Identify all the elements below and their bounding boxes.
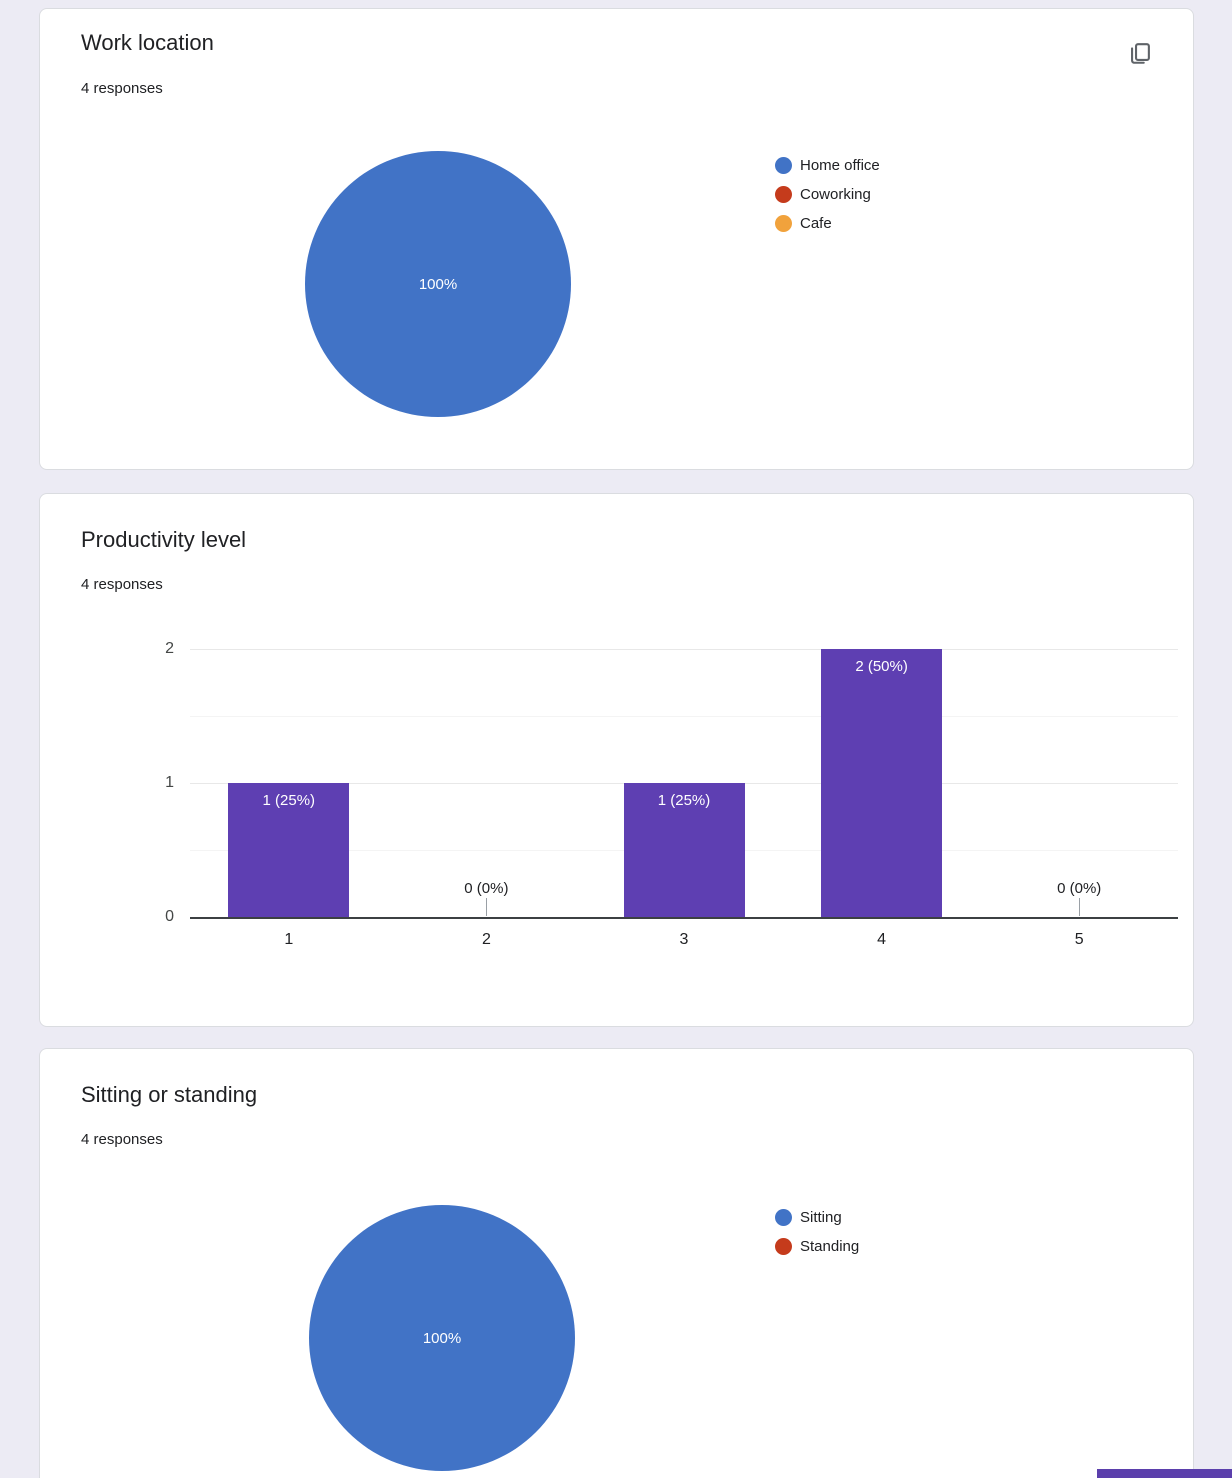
legend-item: Coworking [775, 180, 880, 209]
x-axis-tick-label: 1 [284, 931, 294, 948]
gridline [190, 649, 1178, 650]
legend-label: Sitting [800, 1209, 842, 1226]
question-card-work-location: Work location 4 responses 100% Home offi… [39, 8, 1194, 470]
question-card-sitting-or-standing: Sitting or standing 4 responses 100% Sit… [39, 1048, 1194, 1478]
bar-value-label: 2 (50%) [855, 658, 908, 675]
question-title: Productivity level [81, 527, 247, 552]
legend-color-dot [775, 186, 792, 203]
x-axis-tick-label: 2 [481, 931, 491, 948]
question-card-productivity-level: Productivity level 4 responses 0 1 2 1 (25%… [39, 493, 1194, 1027]
question-title: Sitting or standing [81, 1082, 258, 1107]
legend-item: Standing [775, 1232, 859, 1261]
x-axis-tick-label: 3 [679, 931, 689, 948]
bar-value-label: 1 (25%) [657, 792, 711, 809]
legend-color-dot [775, 215, 792, 232]
legend-label: Cafe [800, 215, 832, 232]
copy-icon [1126, 42, 1154, 71]
question-title: Work location [81, 30, 214, 55]
bar [623, 783, 745, 917]
legend-color-dot [775, 157, 792, 174]
legend-color-dot [775, 1238, 792, 1255]
pie-chart-work-location: 100% [305, 151, 571, 417]
response-count: 4 responses [81, 1131, 163, 1148]
bar [821, 649, 943, 917]
bar-value-label: 1 (25%) [262, 792, 316, 809]
copy-chart-button[interactable] [1124, 39, 1156, 71]
bar-chart-productivity-level: 0 1 2 1 (25%) 1 0 (0%) 2 1 (25%) 3 2 (50%) 4 0 (0%)… [40, 494, 1195, 1028]
bar [228, 783, 350, 917]
legend-label: Standing [800, 1238, 860, 1255]
legend-label: Home office [800, 157, 880, 174]
x-axis-line [190, 917, 1178, 919]
response-count: 4 responses [81, 576, 163, 593]
legend-color-dot [775, 1209, 792, 1226]
legend-item: Home office [775, 151, 880, 180]
y-axis-tick-label: 2 [165, 640, 174, 657]
bar-value-label: 0 (0%) [1057, 880, 1102, 897]
legend-label: Coworking [800, 186, 871, 203]
pie-chart-sitting-or-standing: 100% [309, 1205, 575, 1471]
pie-slice-label: 100% [422, 1329, 462, 1347]
legend-item: Sitting [775, 1203, 859, 1232]
chart-legend: Home office Coworking Cafe [775, 151, 880, 238]
x-axis-tick-label: 5 [1074, 931, 1084, 948]
x-axis-tick-label: 4 [877, 931, 887, 948]
gridline [190, 716, 1178, 717]
zero-value-stem [486, 898, 488, 916]
y-axis-tick-label: 0 [165, 908, 174, 925]
legend-item: Cafe [775, 209, 880, 238]
zero-value-stem [1079, 898, 1081, 916]
pie-slice-label: 100% [418, 275, 458, 293]
bar-value-label: 0 (0%) [464, 880, 509, 897]
cutoff-purple-element [1097, 1469, 1232, 1478]
chart-legend: Sitting Standing [775, 1203, 859, 1261]
y-axis-tick-label: 1 [165, 774, 174, 791]
response-count: 4 responses [81, 80, 163, 97]
